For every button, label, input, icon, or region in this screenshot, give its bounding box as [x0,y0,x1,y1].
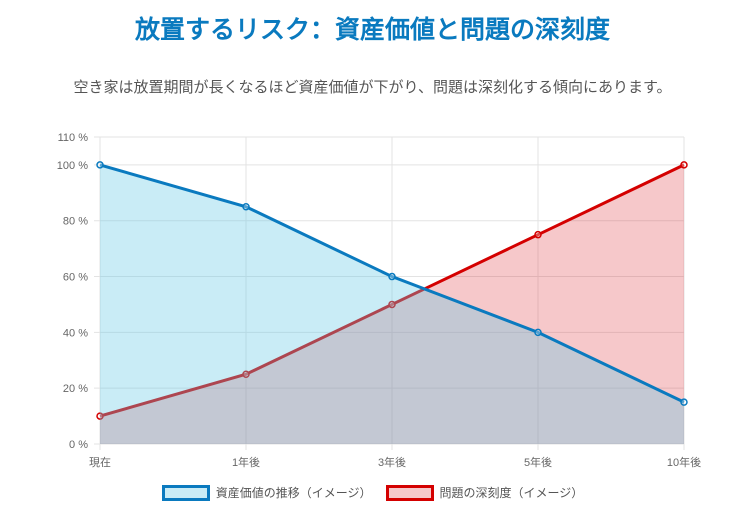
y-tick-label: 40 % [63,327,88,339]
data-point [388,300,396,309]
y-tick-label: 80 % [63,216,88,228]
data-point [96,412,104,420]
legend-label: 問題の深刻度（イメージ） [439,486,584,500]
x-tick-label: 3年後 [378,455,406,469]
data-point [534,328,542,337]
legend-swatch [385,484,434,501]
x-tick-label: 現在 [89,456,111,469]
x-tick-label: 5年後 [524,455,552,469]
data-point [388,272,396,281]
data-point [680,398,688,406]
data-point [242,370,250,378]
data-point [242,203,250,211]
series-line [99,163,685,418]
x-tick-label: 1年後 [232,455,260,469]
data-point [680,161,688,169]
y-tick-label: 20 % [63,383,88,395]
legend-label: 資産価値の推移（イメージ） [215,486,372,500]
y-tick-label: 60 % [63,272,88,284]
legend: 資産価値の推移（イメージ） 問題の深刻度（イメージ） [0,484,745,501]
y-tick-label: 0 % [69,439,88,451]
y-tick-label: 110 % [58,132,89,144]
legend-item-asset-value[interactable]: 資産価値の推移（イメージ） [161,484,372,501]
data-point [534,230,542,239]
x-tick-label: 10年後 [667,455,701,469]
page-title: 放置するリスク：資産価値と問題の深刻度 [134,15,610,44]
y-tick-label: 100 % [57,160,88,172]
legend-swatch [161,484,210,501]
series-area [100,164,684,444]
legend-item-problem-severity[interactable]: 問題の深刻度（イメージ） [385,484,584,501]
series-line [99,163,685,404]
subtitle: 空き家は放置期間が長くなるほど資産価値が下がり、問題は深刻化する傾向にあります。 [73,78,672,96]
data-point [96,161,104,169]
